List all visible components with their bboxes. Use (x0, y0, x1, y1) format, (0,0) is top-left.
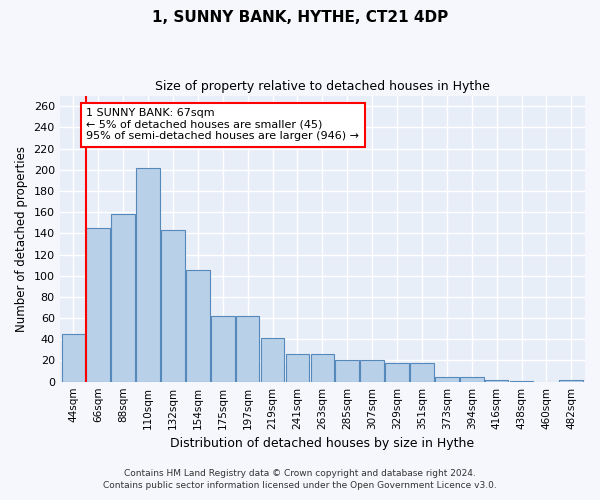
Text: 1 SUNNY BANK: 67sqm
← 5% of detached houses are smaller (45)
95% of semi-detache: 1 SUNNY BANK: 67sqm ← 5% of detached hou… (86, 108, 359, 142)
Bar (286, 354, 309, 382)
Bar (186, 270, 209, 382)
Bar (385, 362, 409, 382)
Bar (311, 354, 334, 382)
Bar (211, 316, 235, 382)
Bar (261, 338, 284, 382)
Bar (559, 380, 583, 382)
Bar (136, 168, 160, 382)
Bar (112, 214, 135, 382)
Bar (410, 362, 434, 382)
Bar (435, 378, 458, 382)
Y-axis label: Number of detached properties: Number of detached properties (15, 146, 28, 332)
Text: 1, SUNNY BANK, HYTHE, CT21 4DP: 1, SUNNY BANK, HYTHE, CT21 4DP (152, 10, 448, 25)
Bar (460, 378, 484, 382)
Bar (335, 360, 359, 382)
X-axis label: Distribution of detached houses by size in Hythe: Distribution of detached houses by size … (170, 437, 475, 450)
Bar (485, 380, 508, 382)
Bar (509, 380, 533, 382)
Text: Contains HM Land Registry data © Crown copyright and database right 2024.
Contai: Contains HM Land Registry data © Crown c… (103, 469, 497, 490)
Bar (62, 334, 85, 382)
Title: Size of property relative to detached houses in Hythe: Size of property relative to detached ho… (155, 80, 490, 93)
Bar (161, 230, 185, 382)
Bar (236, 316, 259, 382)
Bar (361, 360, 384, 382)
Bar (86, 228, 110, 382)
